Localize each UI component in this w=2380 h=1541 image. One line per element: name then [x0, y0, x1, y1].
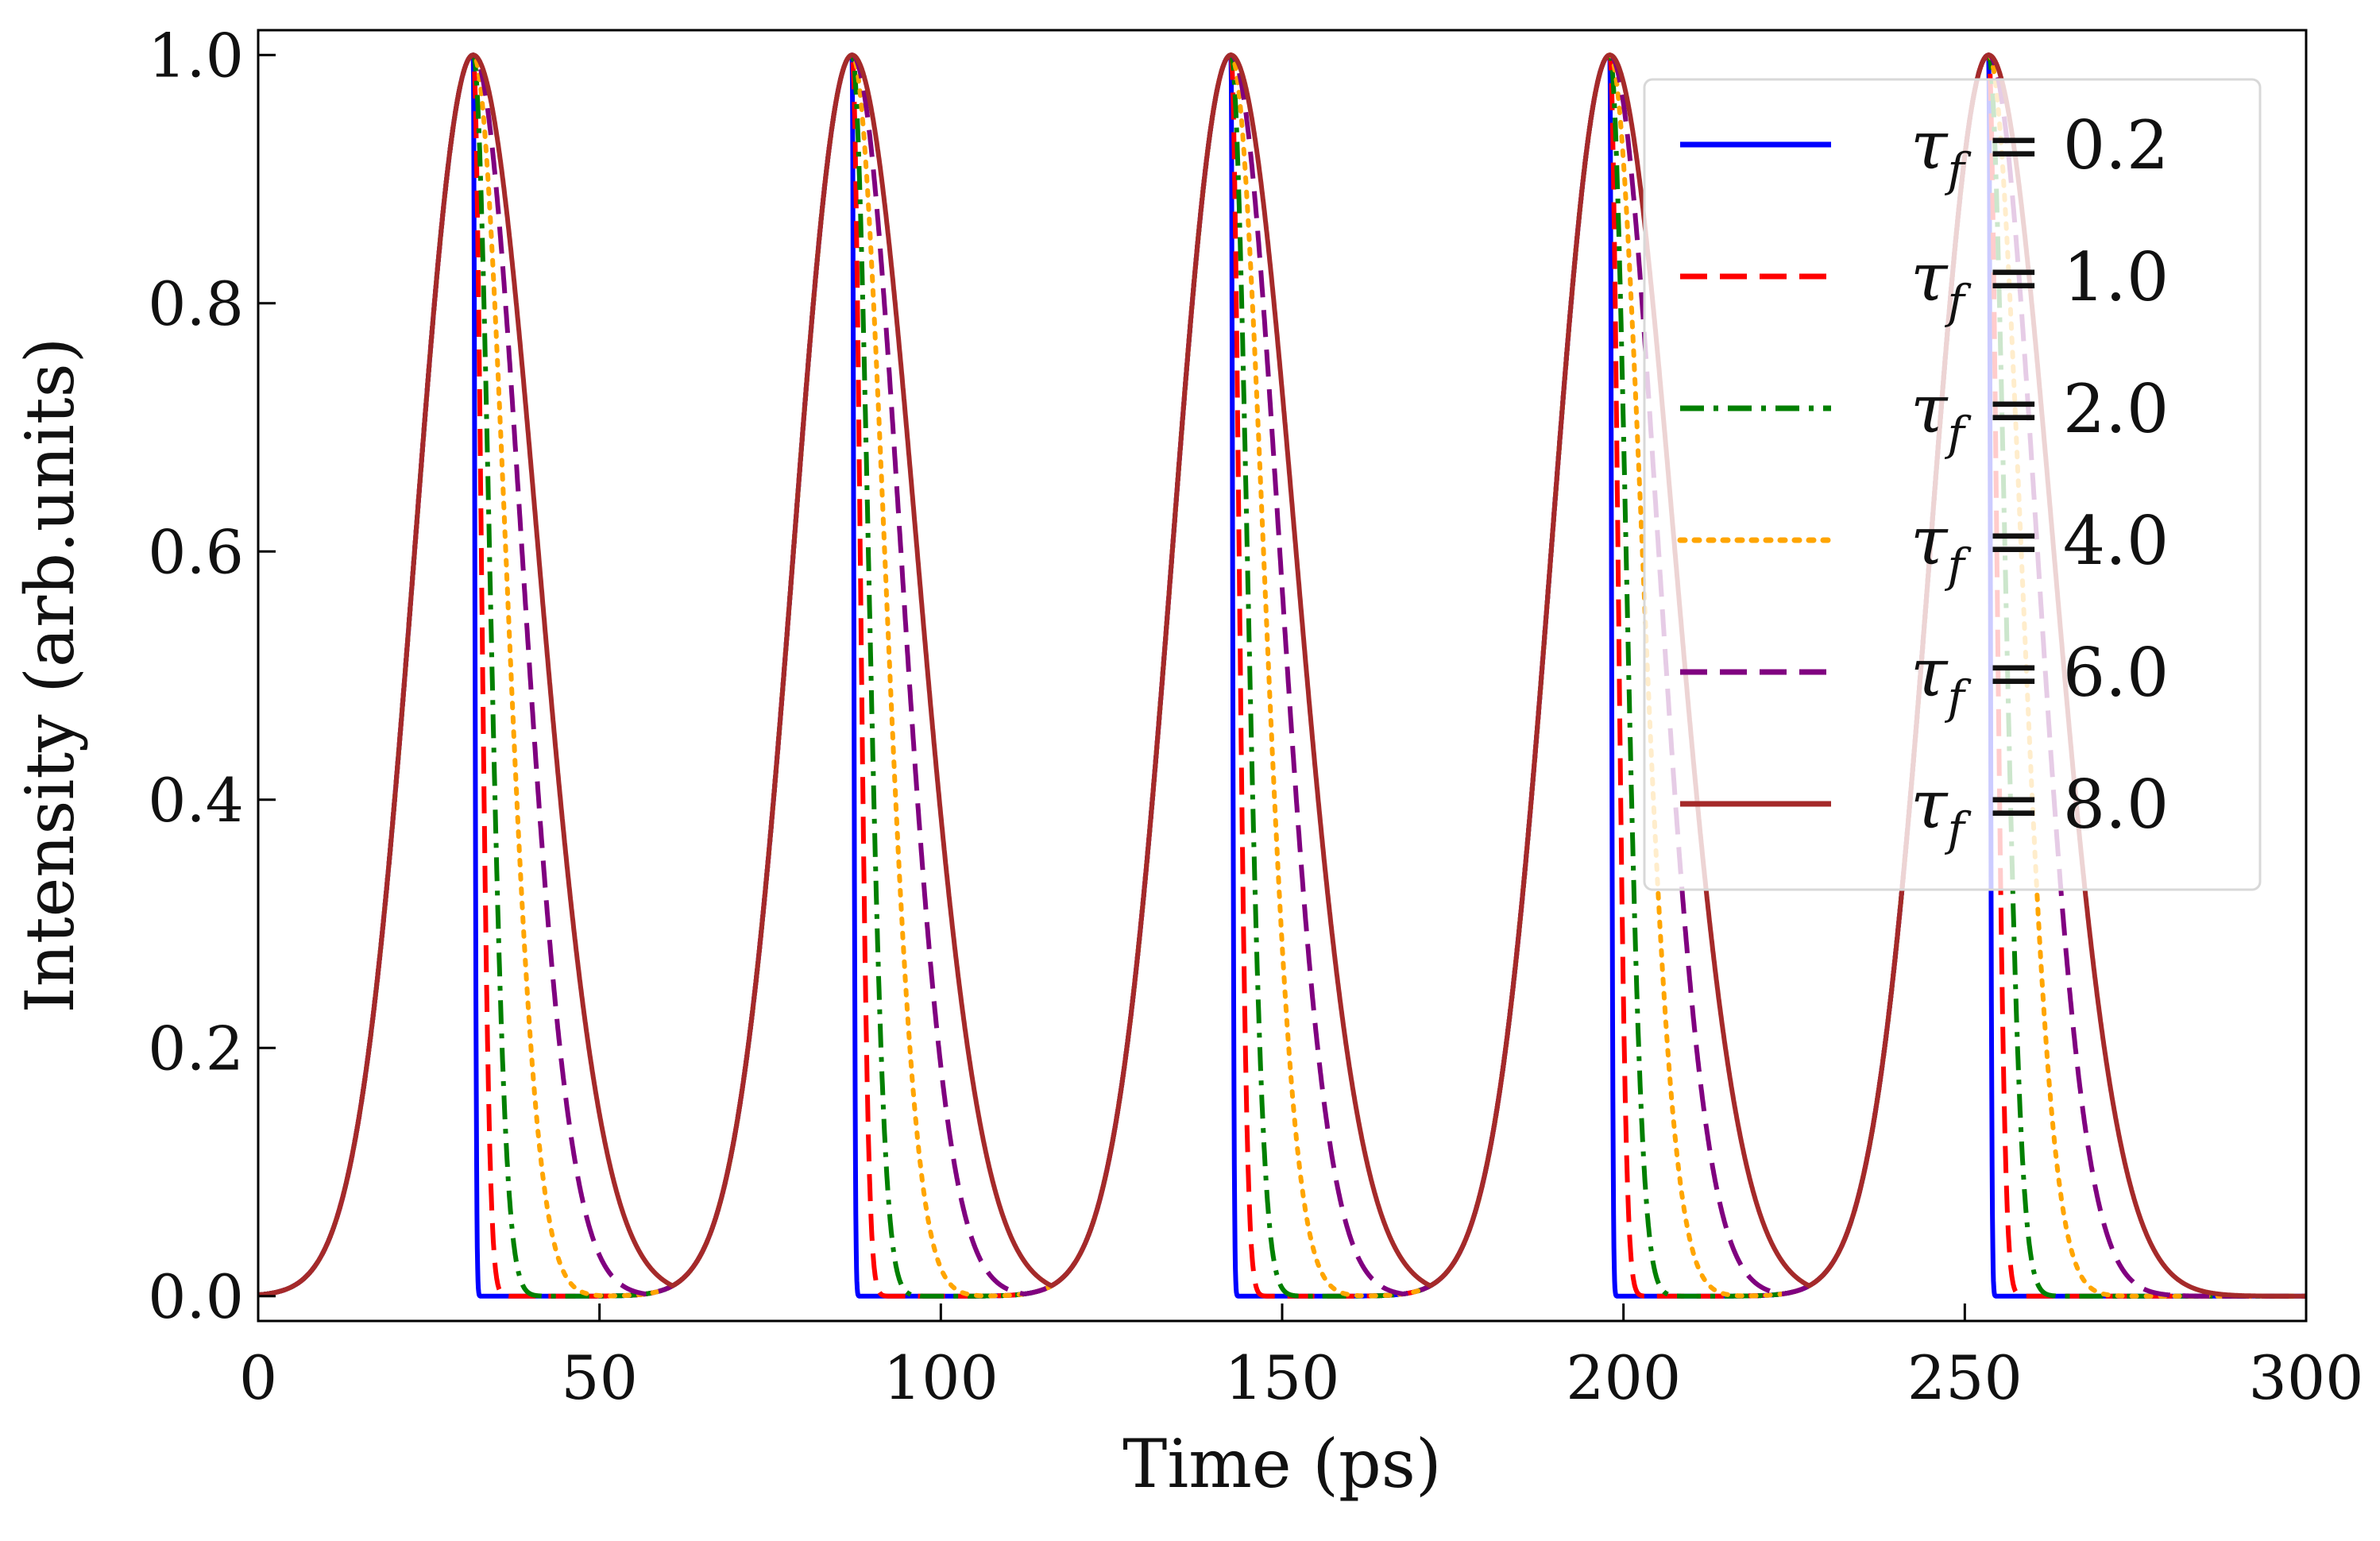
y-tick-label: 0.0	[148, 1261, 244, 1332]
x-tick-label: 250	[1907, 1342, 2023, 1413]
legend: τf = 0.2τf = 1.0τf = 2.0τf = 4.0τf = 6.0…	[1643, 78, 2262, 891]
series-line-4	[258, 52, 2306, 1299]
x-tick-label: 100	[883, 1342, 999, 1413]
series-line-3	[258, 52, 2306, 1299]
x-tick-label: 0	[239, 1342, 277, 1413]
ticks-layer: 0 50 100 150 200 250 300 0.0 0.2 0.4 0.6 0.8 1.0	[148, 20, 2363, 1413]
y-tick-label: 1.0	[148, 20, 244, 91]
x-tick-label: 200	[1566, 1342, 1681, 1413]
legend-label-1: τf = 1.0	[1911, 238, 2169, 329]
y-tick-label: 0.4	[148, 765, 244, 836]
y-tick-label: 0.6	[148, 516, 244, 587]
y-tick-label: 0.2	[148, 1013, 244, 1083]
y-tick-label: 0.8	[148, 268, 244, 339]
x-tick-label: 50	[561, 1342, 638, 1413]
legend-box	[1643, 78, 2262, 891]
legend-label-4: τf = 6.0	[1911, 634, 2169, 724]
x-axis-label: Time (ps)	[1122, 1425, 1441, 1503]
y-axis-label: Intensity (arb.units)	[11, 338, 89, 1014]
legend-label-5: τf = 8.0	[1911, 766, 2169, 856]
x-tick-label: 300	[2248, 1342, 2363, 1413]
x-tick-label: 150	[1224, 1342, 1339, 1413]
legend-label-2: τf = 2.0	[1911, 370, 2169, 461]
